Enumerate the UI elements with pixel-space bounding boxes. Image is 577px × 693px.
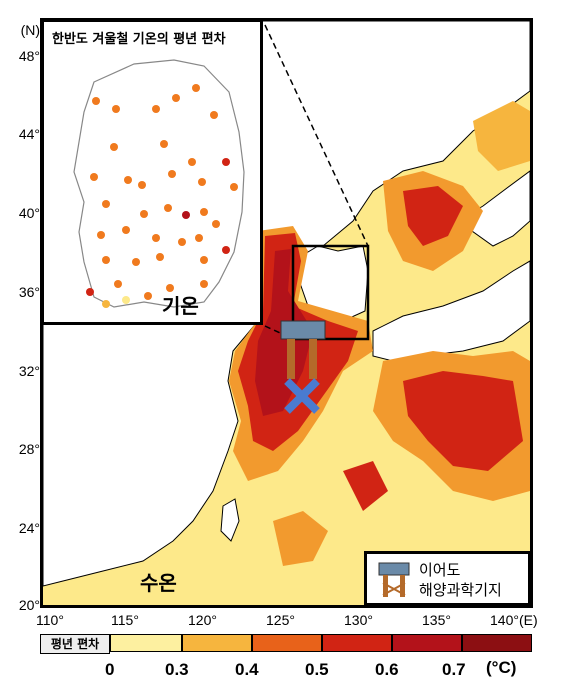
y-axis-unit: (N) bbox=[20, 22, 40, 38]
legend-tick-3: 0.5 bbox=[305, 660, 329, 679]
legend-swatch-1 bbox=[182, 634, 252, 652]
x-tick-130: 130° bbox=[344, 612, 373, 628]
legend-unit: (°C) bbox=[486, 658, 517, 677]
legend-tick-1: 0.3 bbox=[165, 660, 189, 679]
legend-swatch-5 bbox=[462, 634, 532, 652]
x-tick-120: 120° bbox=[188, 612, 217, 628]
inset-title: 한반도 겨울철 기온의 평년 편차 bbox=[52, 32, 226, 47]
korea-temperature-inset: 한반도 겨울철 기온의 평년 편차 기온 bbox=[41, 19, 263, 325]
station-legend-box: 이어도 해양과학기지 bbox=[364, 551, 531, 606]
x-tick-135: 135° bbox=[422, 612, 451, 628]
y-tick-40: 40° bbox=[18, 205, 40, 221]
legend-swatch-0 bbox=[110, 634, 182, 652]
legend-swatch-2 bbox=[252, 634, 322, 652]
sea-temperature-label: 수온 bbox=[140, 571, 177, 595]
legend-swatch-4 bbox=[392, 634, 462, 652]
legend-tick-5: 0.7 bbox=[442, 660, 466, 679]
station-icon bbox=[378, 562, 410, 597]
legend-title: 평년 편차 bbox=[40, 634, 110, 654]
y-tick-36: 36° bbox=[18, 284, 40, 300]
inset-label: 기온 bbox=[162, 294, 199, 318]
legend-swatch-3 bbox=[322, 634, 392, 652]
korea-map bbox=[73, 59, 245, 308]
x-tick-140: 140°(E) bbox=[490, 612, 538, 628]
station-name-line2: 해양과학기지 bbox=[419, 581, 502, 599]
legend-tick-2: 0.4 bbox=[235, 660, 259, 679]
station-name-line1: 이어도 bbox=[419, 561, 461, 579]
y-tick-28: 28° bbox=[18, 441, 40, 457]
y-tick-20: 20° bbox=[18, 597, 40, 613]
x-tick-115: 115° bbox=[111, 612, 139, 628]
ieodo-station-marker bbox=[280, 320, 326, 414]
y-tick-32: 32° bbox=[18, 363, 40, 379]
x-tick-110: 110° bbox=[36, 612, 64, 628]
x-tick-125: 125° bbox=[266, 612, 295, 628]
legend-tick-0: 0 bbox=[105, 660, 115, 679]
y-tick-24: 24° bbox=[18, 520, 40, 536]
legend-tick-4: 0.6 bbox=[375, 660, 399, 679]
y-tick-44: 44° bbox=[18, 126, 40, 142]
y-tick-48: 48° bbox=[18, 48, 40, 64]
